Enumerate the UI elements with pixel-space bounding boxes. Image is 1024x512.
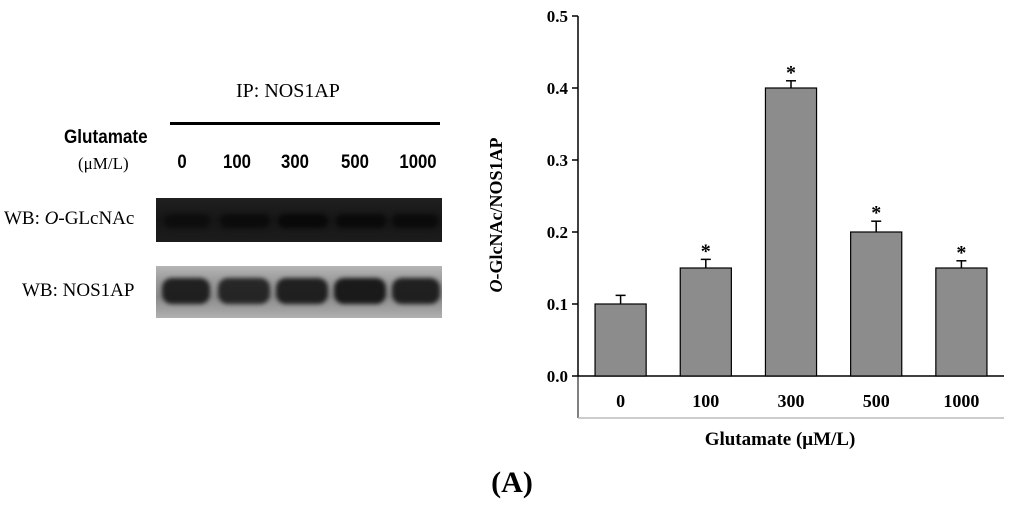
bar [850,231,903,377]
y-axis-label: O-GlcNAc/NOS1AP [486,138,506,293]
y-tick-label: 0.5 [547,7,568,26]
band [392,278,440,304]
panel-label-close: ) [522,466,533,499]
blot-oglcnac [156,198,442,242]
wb-row-italic: O [44,208,59,229]
ip-underline [170,122,440,125]
wb-row-prefix: WB: [22,280,63,301]
band [218,278,270,304]
y-tick-label: 0.1 [547,295,568,314]
band [164,214,210,228]
panel-label-letter: A [501,466,523,499]
band [278,214,328,228]
panel-label-open: ( [491,466,502,499]
y-tick-label: 0.3 [547,151,568,170]
panel-label: (A) [0,466,1024,500]
y-tick-label: 0.0 [547,367,568,386]
x-tick-label: 100 [692,391,719,411]
band [162,278,210,304]
lane-label-0: 0 [177,152,187,173]
band [336,214,386,228]
band [276,278,328,304]
significance-marker: * [956,242,966,264]
lane-label-100: 100 [223,152,251,173]
wb-row-label-nos1ap: WB: NOS1AP [22,280,134,302]
bar [679,267,732,377]
wb-row-label-oglcnac: WB: O-GLcNAc [4,208,134,230]
y-tick-label: 0.4 [547,79,569,98]
treatment-label: Glutamate [64,127,148,148]
x-tick-label: 0 [616,391,625,411]
wb-row-suffix: NOS1AP [62,280,135,301]
band [220,214,270,228]
wb-row-suffix: -GLcNAc [58,208,135,229]
x-tick-label: 1000 [943,391,979,411]
lane-label-1000: 1000 [399,152,437,173]
ip-label: IP: NOS1AP [236,80,340,102]
significance-marker: * [701,240,711,262]
lane-label-500: 500 [341,152,369,173]
significance-marker: * [786,62,796,84]
band [392,214,438,228]
blot-nos1ap [156,266,442,318]
chart-labels: 0.0 0.1 0.2 0.3 0.4 0.5 0 * 100 * 300 * 500 * 1000 [547,7,980,411]
band [334,278,386,304]
y-tick-label: 0.2 [547,223,568,242]
chart-bars [594,80,988,377]
x-tick-label: 300 [778,391,805,411]
x-tick-label: 500 [863,391,890,411]
significance-marker: * [871,202,881,224]
bar [935,267,988,377]
wb-row-prefix: WB: [4,208,45,229]
lane-label-300: 300 [281,152,309,173]
bar [594,303,647,377]
treatment-unit: (μM/L) [78,154,129,173]
x-axis-label: Glutamate (μM/L) [705,429,856,450]
bar [764,87,818,377]
y-axis-label-rest: -GlcNAc/NOS1AP [486,138,506,280]
y-axis-label-italic: O [486,279,506,292]
